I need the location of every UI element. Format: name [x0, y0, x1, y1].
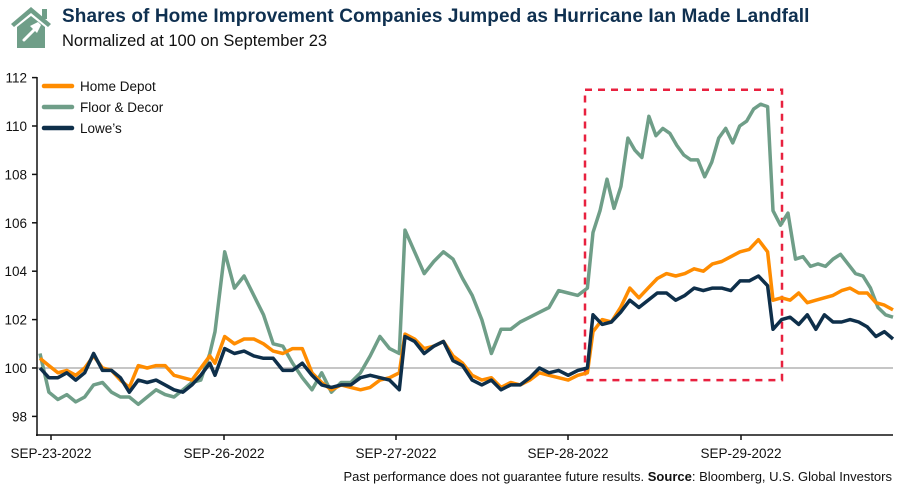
x-tick-label: SEP-27-2022	[355, 446, 436, 461]
series-line-lowe-s	[38, 274, 895, 394]
disclaimer: Past performance does not guarantee futu…	[343, 469, 645, 484]
logo-house-hammer-icon	[11, 7, 51, 48]
source-text: : Bloomberg, U.S. Global Investors	[691, 469, 892, 484]
highlight-box-group	[583, 88, 784, 382]
chart-subtitle: Normalized at 100 on September 23	[62, 32, 328, 50]
x-tick-label: SEP-28-2022	[527, 446, 608, 461]
y-tick-label: 104	[4, 264, 27, 279]
source-label: Source	[647, 469, 692, 484]
series-line-floor-decor	[38, 102, 894, 407]
chart-title: Shares of Home Improvement Companies Jum…	[62, 6, 810, 27]
y-tick-label: 100	[4, 361, 27, 376]
legend-label: Lowe’s	[80, 121, 122, 136]
footer-note: Past performance does not guarantee futu…	[344, 469, 892, 484]
legend-label: Home Depot	[80, 79, 156, 94]
highlight-box	[583, 88, 784, 382]
x-tick-label: SEP-29-2022	[700, 446, 781, 461]
y-tick-label: 112	[5, 71, 27, 86]
y-tick-label: 98	[12, 409, 27, 424]
legend-label: Floor & Decor	[80, 100, 164, 115]
y-ticks: 98 100 102 104 106 108 110 112	[4, 71, 37, 424]
legend: Home Depot Floor & Decor Lowe’s	[41, 79, 164, 136]
y-tick-label: 106	[4, 216, 27, 231]
y-tick-label: 108	[4, 167, 27, 182]
x-tick-label: SEP-23-2022	[10, 446, 91, 461]
y-tick-label: 110	[5, 119, 27, 134]
series-lines	[38, 102, 895, 407]
x-ticks: SEP-23-2022 SEP-26-2022 SEP-27-2022 SEP-28-…	[10, 435, 782, 461]
x-tick-label: SEP-26-2022	[183, 446, 264, 461]
series-line-home-depot	[38, 237, 894, 392]
y-tick-label: 102	[4, 313, 27, 328]
